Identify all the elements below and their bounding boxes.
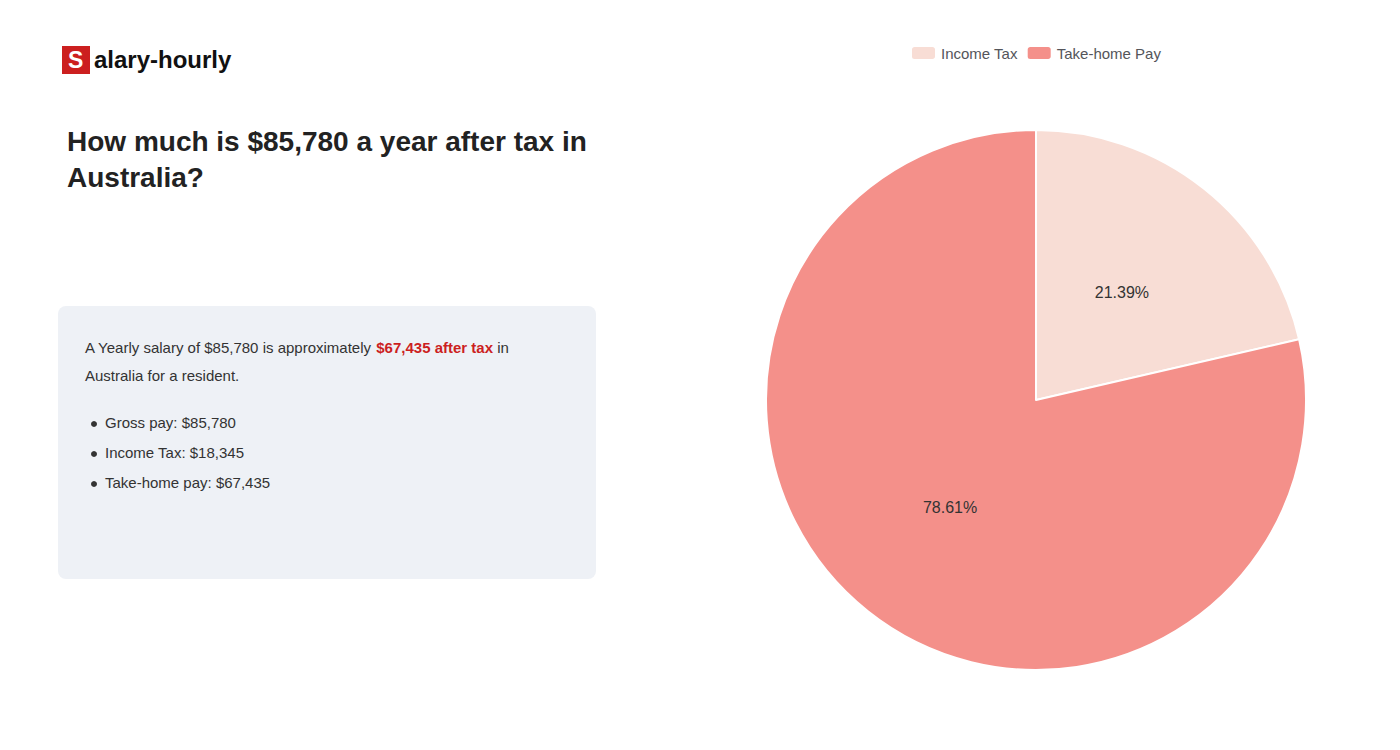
svg-text:How much is $85,780 a year aft: How much is $85,780 a year after tax in	[67, 126, 587, 157]
svg-text:Australia?: Australia?	[67, 162, 204, 193]
svg-text:$67,435 after tax: $67,435 after tax	[376, 339, 493, 356]
svg-text:Income Tax: $18,345: Income Tax: $18,345	[105, 444, 244, 461]
svg-text:S: S	[68, 47, 83, 73]
svg-text:A Yearly salary of $85,780 is: A Yearly salary of $85,780 is approximat…	[85, 339, 375, 356]
svg-text:21.39%: 21.39%	[1095, 284, 1149, 301]
svg-text:Take-home pay: $67,435: Take-home pay: $67,435	[105, 474, 270, 491]
svg-text:Gross pay: $85,780: Gross pay: $85,780	[105, 414, 236, 431]
svg-text:Income Tax: Income Tax	[941, 45, 1018, 62]
svg-text:in: in	[493, 339, 509, 356]
svg-text:Australia for a resident.: Australia for a resident.	[85, 367, 239, 384]
svg-text:Take-home Pay: Take-home Pay	[1057, 45, 1162, 62]
svg-text:78.61%: 78.61%	[923, 499, 977, 516]
svg-text:alary-hourly: alary-hourly	[94, 46, 232, 73]
